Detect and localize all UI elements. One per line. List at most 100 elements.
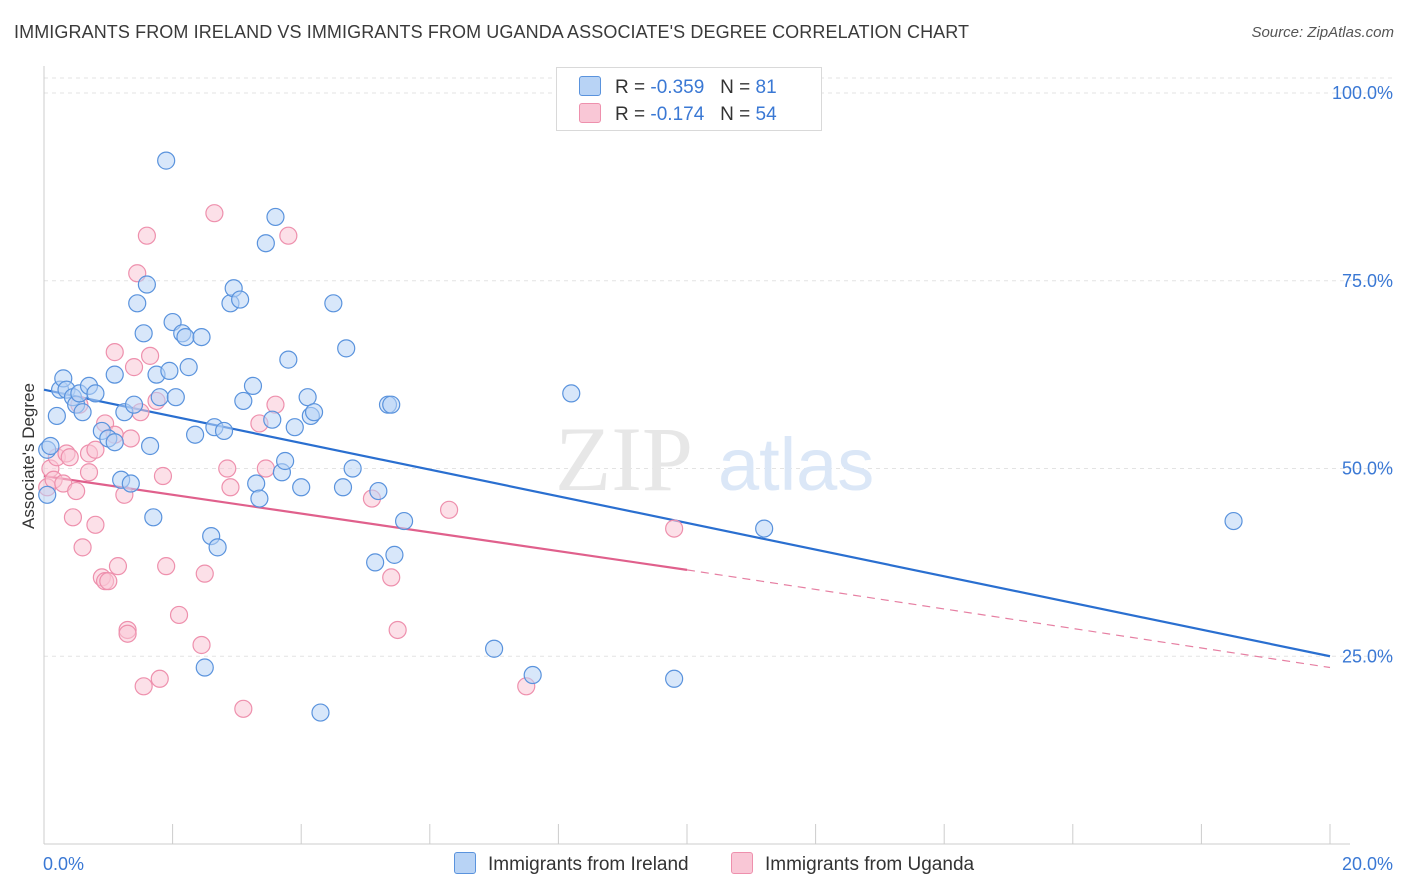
point-ireland-47 (247, 474, 266, 493)
point-uganda-37 (192, 635, 211, 655)
y-tick-label-0: 25.0% (1342, 646, 1393, 666)
point-uganda-25 (121, 429, 140, 448)
point-uganda-13 (86, 440, 105, 459)
point-ireland-2 (41, 436, 60, 456)
point-uganda-44 (256, 459, 275, 478)
point-ireland-59 (304, 403, 324, 422)
point-uganda-35 (157, 557, 176, 576)
point-ireland-31 (166, 388, 185, 407)
legend-row-uganda: R = -0.174 N = 54 (579, 103, 777, 126)
point-ireland-29 (160, 361, 179, 380)
x-tick-label-max: 20.0% (1342, 854, 1393, 874)
point-uganda-40 (218, 459, 237, 478)
point-ireland-21 (128, 294, 147, 313)
point-ireland-76 (1224, 511, 1243, 531)
point-uganda-34 (153, 466, 173, 486)
point-uganda-36 (169, 605, 189, 625)
point-ireland-24 (140, 436, 160, 456)
point-ireland-27 (150, 388, 169, 407)
point-ireland-66 (369, 481, 388, 501)
point-ireland-65 (366, 553, 385, 572)
point-ireland-22 (134, 324, 153, 343)
point-ireland-23 (137, 275, 156, 294)
y-tick-label-1: 50.0% (1342, 459, 1393, 479)
chart-title: IMMIGRANTS FROM IRELAND VS IMMIGRANTS FR… (14, 22, 970, 42)
legend-n-value-uganda: 54 (755, 104, 777, 125)
point-uganda-45 (266, 395, 285, 414)
point-ireland-44 (231, 290, 250, 309)
point-uganda-30 (137, 226, 156, 245)
source-label: Source: ZipAtlas.com (1251, 24, 1394, 41)
tick-labels: 25.0% 50.0% 75.0% 100.0% 0.0% 20.0% (43, 83, 1393, 874)
point-ireland-46 (243, 376, 263, 396)
point-ireland-55 (285, 418, 304, 437)
point-uganda-48 (382, 568, 401, 587)
point-uganda-10 (73, 538, 92, 557)
trend-lines (43, 388, 1331, 669)
point-uganda-41 (221, 478, 240, 497)
point-ireland-15 (105, 433, 124, 452)
point-ireland-20 (124, 395, 144, 414)
point-uganda-52 (665, 519, 684, 538)
point-ireland-48 (250, 489, 269, 508)
point-ireland-41 (214, 421, 234, 441)
x-tick-label-min: 0.0% (43, 854, 84, 874)
point-uganda-29 (134, 677, 153, 696)
legend-n-label: N = (720, 104, 751, 125)
point-ireland-73 (562, 384, 581, 403)
point-ireland-60 (311, 703, 330, 722)
point-ireland-63 (337, 339, 356, 358)
point-uganda-42 (234, 699, 253, 718)
point-uganda-7 (63, 508, 83, 527)
data-points (38, 151, 1243, 722)
point-ireland-35 (186, 425, 205, 444)
point-ireland-57 (298, 388, 317, 407)
bottom-legend-ireland: Immigrants from Ireland (454, 852, 689, 876)
point-uganda-14 (86, 515, 105, 534)
y-tick-label-3: 100.0% (1332, 83, 1393, 103)
point-ireland-28 (157, 151, 176, 170)
point-ireland-61 (324, 294, 343, 313)
legend-r-label: R = (615, 77, 646, 98)
point-uganda-11 (79, 463, 99, 482)
point-ireland-45 (234, 391, 253, 411)
point-ireland-37 (195, 658, 214, 677)
point-ireland-16 (105, 365, 124, 384)
point-ireland-50 (263, 410, 282, 429)
point-ireland-49 (256, 234, 275, 253)
point-ireland-64 (343, 459, 362, 478)
point-uganda-31 (140, 346, 160, 365)
point-ireland-69 (385, 545, 404, 564)
legend-row-ireland: R = -0.359 N = 81 (579, 76, 777, 99)
point-ireland-3 (47, 406, 66, 426)
point-ireland-34 (179, 358, 198, 377)
point-uganda-8 (67, 481, 86, 501)
bottom-legend-swatch-ireland (454, 852, 476, 874)
point-ireland-12 (86, 384, 105, 403)
point-ireland-51 (266, 207, 285, 227)
point-uganda-26 (124, 358, 144, 377)
legend-n-label: N = (720, 77, 751, 98)
point-ireland-62 (333, 478, 353, 497)
point-uganda-33 (150, 669, 169, 688)
bottom-legend-label-ireland: Immigrants from Ireland (488, 854, 689, 875)
legend-swatch-uganda (579, 103, 601, 123)
stats-legend: R = -0.359 N = 81 R = -0.174 N = 54 (556, 67, 822, 131)
legend-n-value-ireland: 81 (755, 77, 777, 98)
point-uganda-38 (195, 564, 214, 583)
y-tick-label-2: 75.0% (1342, 271, 1393, 291)
point-ireland-19 (121, 474, 140, 493)
bottom-legend-swatch-uganda (731, 852, 753, 874)
point-ireland-75 (755, 519, 774, 538)
point-ireland-71 (485, 639, 504, 658)
point-ireland-68 (382, 395, 401, 414)
y-axis-label: Associate's Degree (19, 383, 38, 529)
point-uganda-24 (118, 624, 137, 643)
point-ireland-0 (38, 485, 57, 504)
legend-r-value-ireland: -0.359 (650, 77, 705, 98)
point-ireland-40 (208, 538, 227, 557)
point-uganda-39 (205, 204, 224, 223)
point-ireland-33 (176, 327, 195, 347)
watermark-zip: ZIP (555, 408, 693, 510)
